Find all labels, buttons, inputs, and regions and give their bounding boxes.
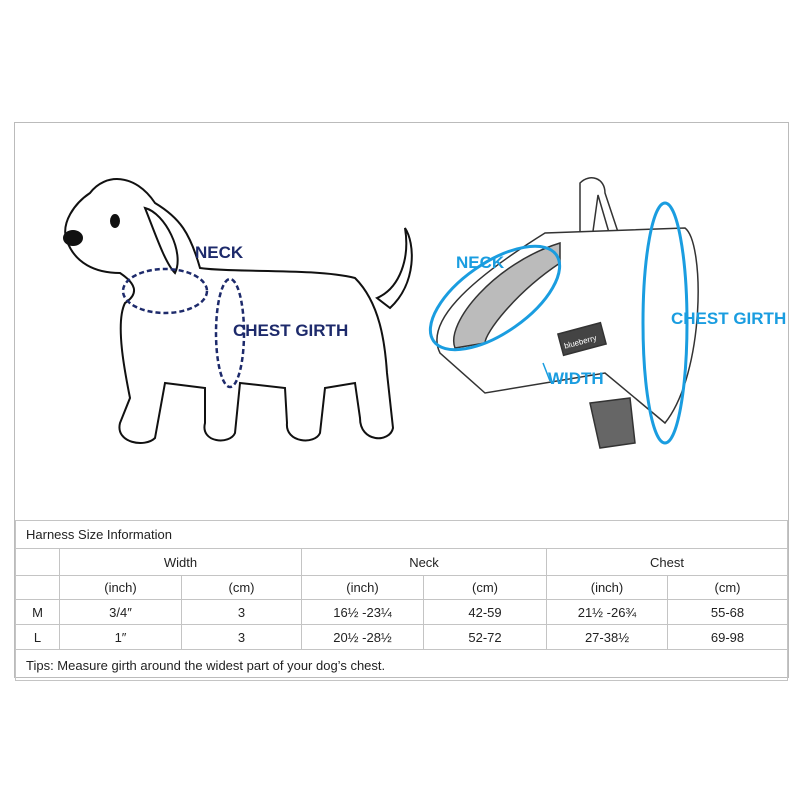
harness-chest-label: CHEST GIRTH bbox=[671, 309, 786, 328]
cell: 52-72 bbox=[423, 624, 547, 650]
header-width: Width bbox=[59, 548, 302, 576]
cell: 69-98 bbox=[667, 624, 788, 650]
table-row: M 3/4″ 3 16½ -23¼ 42-59 21½ -26¾ 55-68 bbox=[15, 599, 788, 625]
dog-neck-label: NECK bbox=[195, 243, 244, 262]
unit: (inch) bbox=[59, 575, 182, 600]
cell: 21½ -26¾ bbox=[546, 599, 668, 625]
cell: 55-68 bbox=[667, 599, 788, 625]
cell: 16½ -23¼ bbox=[301, 599, 424, 625]
cell: 3/4″ bbox=[59, 599, 182, 625]
unit: (cm) bbox=[667, 575, 788, 600]
size-label: M bbox=[15, 599, 60, 625]
size-chart: NECK CHEST GIRTH NECK CHEST GIRTH WIDTH … bbox=[14, 122, 789, 681]
header-chest: Chest bbox=[546, 548, 788, 576]
table-title: Harness Size Information bbox=[15, 520, 788, 549]
dog-chest-label: CHEST GIRTH bbox=[233, 321, 348, 340]
harness-width-label: WIDTH bbox=[548, 369, 604, 388]
unit: (inch) bbox=[546, 575, 668, 600]
cell: 3 bbox=[181, 599, 302, 625]
illustration: NECK CHEST GIRTH NECK CHEST GIRTH WIDTH … bbox=[63, 177, 786, 449]
unit: (cm) bbox=[423, 575, 547, 600]
cell: 3 bbox=[181, 624, 302, 650]
header-neck: Neck bbox=[301, 548, 547, 576]
cell: 27-38½ bbox=[546, 624, 668, 650]
tips-text: Tips: Measure girth around the widest pa… bbox=[15, 649, 788, 681]
dog-drawing bbox=[63, 178, 413, 444]
cell: 20½ -28½ bbox=[301, 624, 424, 650]
unit: (cm) bbox=[181, 575, 302, 600]
cell: 42-59 bbox=[423, 599, 547, 625]
table-row: L 1″ 3 20½ -28½ 52-72 27-38½ 69-98 bbox=[15, 624, 788, 650]
dog-measure-lines bbox=[121, 267, 246, 389]
harness-neck-label: NECK bbox=[456, 253, 505, 272]
harness-measure-lines bbox=[428, 201, 689, 445]
size-table: Harness Size Information Width Neck Ches… bbox=[15, 520, 788, 681]
size-label: L bbox=[15, 624, 60, 650]
harness-drawing bbox=[436, 177, 699, 449]
unit: (inch) bbox=[301, 575, 424, 600]
cell: 1″ bbox=[59, 624, 182, 650]
